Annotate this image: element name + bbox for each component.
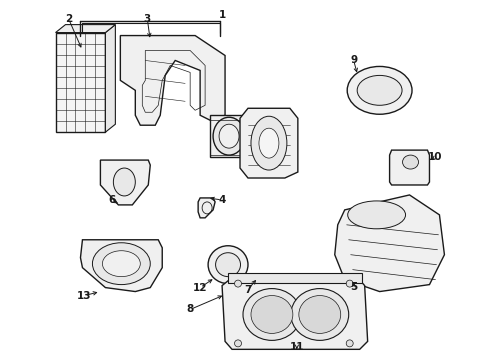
Ellipse shape	[251, 296, 293, 333]
Text: 10: 10	[428, 152, 442, 162]
Polygon shape	[198, 198, 215, 218]
Bar	[210, 115, 248, 157]
Ellipse shape	[346, 340, 353, 347]
Ellipse shape	[219, 124, 239, 148]
Ellipse shape	[208, 246, 248, 284]
Ellipse shape	[213, 117, 245, 155]
Polygon shape	[100, 160, 150, 205]
Text: 9: 9	[350, 55, 357, 66]
Polygon shape	[390, 150, 429, 185]
Ellipse shape	[93, 243, 150, 285]
Polygon shape	[80, 240, 162, 292]
Text: 7: 7	[245, 284, 252, 294]
Ellipse shape	[235, 340, 242, 347]
Text: 1: 1	[219, 10, 226, 20]
Ellipse shape	[235, 280, 242, 287]
Text: 8: 8	[187, 305, 194, 315]
Polygon shape	[121, 36, 225, 125]
Polygon shape	[105, 24, 115, 132]
Ellipse shape	[357, 75, 402, 105]
Ellipse shape	[113, 168, 135, 196]
Polygon shape	[222, 278, 368, 349]
Text: 4: 4	[219, 195, 226, 205]
Ellipse shape	[347, 67, 412, 114]
Polygon shape	[335, 195, 444, 292]
Text: 11: 11	[290, 342, 304, 352]
Text: 12: 12	[193, 283, 207, 293]
Text: 13: 13	[77, 291, 92, 301]
Ellipse shape	[348, 201, 406, 229]
Polygon shape	[240, 108, 298, 178]
Ellipse shape	[102, 251, 140, 276]
Ellipse shape	[243, 289, 301, 340]
Text: 3: 3	[144, 14, 151, 24]
Ellipse shape	[291, 289, 349, 340]
Bar	[55, 32, 105, 132]
Text: 5: 5	[350, 282, 357, 292]
Ellipse shape	[251, 116, 287, 170]
Text: 2: 2	[65, 14, 72, 24]
Ellipse shape	[216, 253, 241, 276]
Ellipse shape	[259, 128, 279, 158]
Text: 6: 6	[109, 195, 116, 205]
Polygon shape	[55, 24, 115, 32]
Ellipse shape	[299, 296, 341, 333]
Ellipse shape	[346, 280, 353, 287]
Ellipse shape	[403, 155, 418, 169]
Bar	[228, 273, 362, 283]
